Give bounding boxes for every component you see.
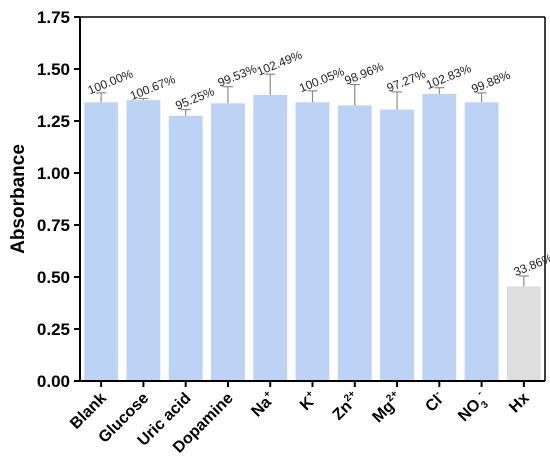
data-label: 99.88% bbox=[469, 68, 512, 96]
y-tick-label: 1.75 bbox=[37, 8, 70, 27]
y-tick-label: 0.00 bbox=[37, 372, 70, 391]
data-label: 100.05% bbox=[297, 64, 346, 95]
bar bbox=[464, 102, 499, 381]
bar bbox=[380, 109, 414, 381]
bar bbox=[211, 103, 245, 381]
y-tick-label: 1.25 bbox=[37, 112, 70, 131]
data-label: 102.49% bbox=[255, 48, 304, 79]
bar bbox=[422, 93, 457, 382]
category-superscript: - bbox=[475, 388, 485, 398]
data-label: 95.25% bbox=[173, 84, 216, 112]
y-tick-label: 0.50 bbox=[37, 268, 70, 287]
bar bbox=[126, 100, 161, 381]
bar bbox=[295, 102, 330, 381]
bar bbox=[84, 102, 119, 381]
y-ticks-layer: 0.00 0.25 0.50 0.75 1.00 1.25 1.50 1.75 bbox=[37, 8, 80, 391]
data-label: 98.96% bbox=[343, 59, 386, 87]
category-base-text: Cl bbox=[422, 392, 445, 415]
y-tick-label: 1.00 bbox=[37, 164, 70, 183]
data-label: 102.83% bbox=[424, 61, 473, 92]
x-category-label: Na+ bbox=[247, 388, 279, 420]
x-category-label: K+ bbox=[296, 388, 322, 414]
x-category-label: Hx bbox=[506, 390, 533, 417]
y-tick-label: 1.50 bbox=[37, 60, 70, 79]
data-label: 99.53% bbox=[216, 61, 259, 89]
data-label: 100.67% bbox=[128, 72, 177, 103]
data-label: 33.86% bbox=[512, 251, 550, 279]
data-label: 97.27% bbox=[385, 67, 428, 95]
bars-layer bbox=[84, 73, 541, 382]
y-axis-title: Absorbance bbox=[8, 144, 29, 254]
x-category-label: NO3- bbox=[454, 388, 494, 428]
category-base-text: NO bbox=[455, 396, 484, 425]
bar bbox=[253, 95, 288, 381]
bar bbox=[168, 115, 203, 382]
x-category-label: Zn2+ bbox=[328, 388, 363, 423]
y-tick-label: 0.75 bbox=[37, 216, 70, 235]
x-category-label: Mg2+ bbox=[368, 388, 406, 426]
category-superscript: - bbox=[432, 388, 442, 398]
x-category-label: Cl- bbox=[421, 388, 448, 415]
bar bbox=[337, 105, 372, 382]
data-label: 100.00% bbox=[86, 66, 135, 97]
y-tick-label: 0.25 bbox=[37, 320, 70, 339]
bar bbox=[506, 286, 541, 381]
category-base-text: Hx bbox=[506, 390, 533, 417]
